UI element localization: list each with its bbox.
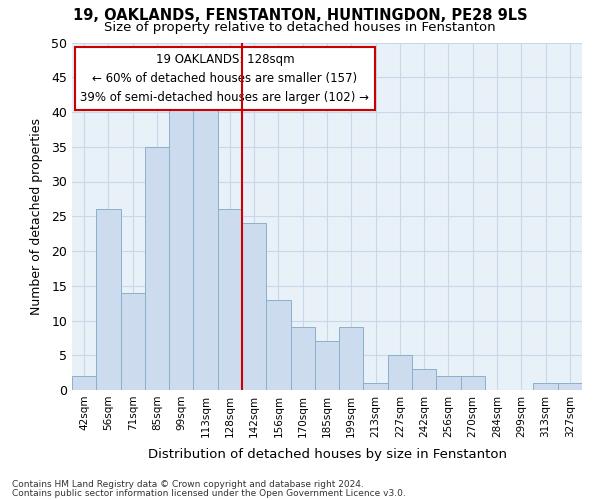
Bar — [290, 328, 315, 390]
Text: Size of property relative to detached houses in Fenstanton: Size of property relative to detached ho… — [104, 22, 496, 35]
Bar — [412, 369, 436, 390]
Bar — [169, 105, 193, 390]
Bar — [121, 292, 145, 390]
Bar — [388, 355, 412, 390]
Text: 19 OAKLANDS: 128sqm
← 60% of detached houses are smaller (157)
39% of semi-detac: 19 OAKLANDS: 128sqm ← 60% of detached ho… — [80, 53, 370, 104]
Bar — [72, 376, 96, 390]
Bar — [315, 342, 339, 390]
Bar — [558, 383, 582, 390]
Bar — [218, 210, 242, 390]
Text: Contains HM Land Registry data © Crown copyright and database right 2024.: Contains HM Land Registry data © Crown c… — [12, 480, 364, 489]
Bar — [96, 210, 121, 390]
Text: 19, OAKLANDS, FENSTANTON, HUNTINGDON, PE28 9LS: 19, OAKLANDS, FENSTANTON, HUNTINGDON, PE… — [73, 8, 527, 22]
Text: Contains public sector information licensed under the Open Government Licence v3: Contains public sector information licen… — [12, 488, 406, 498]
Bar — [339, 328, 364, 390]
Bar — [242, 223, 266, 390]
Bar — [266, 300, 290, 390]
Bar — [364, 383, 388, 390]
Y-axis label: Number of detached properties: Number of detached properties — [30, 118, 43, 315]
X-axis label: Distribution of detached houses by size in Fenstanton: Distribution of detached houses by size … — [148, 448, 506, 461]
Bar — [533, 383, 558, 390]
Bar — [145, 147, 169, 390]
Bar — [461, 376, 485, 390]
Bar — [436, 376, 461, 390]
Bar — [193, 105, 218, 390]
